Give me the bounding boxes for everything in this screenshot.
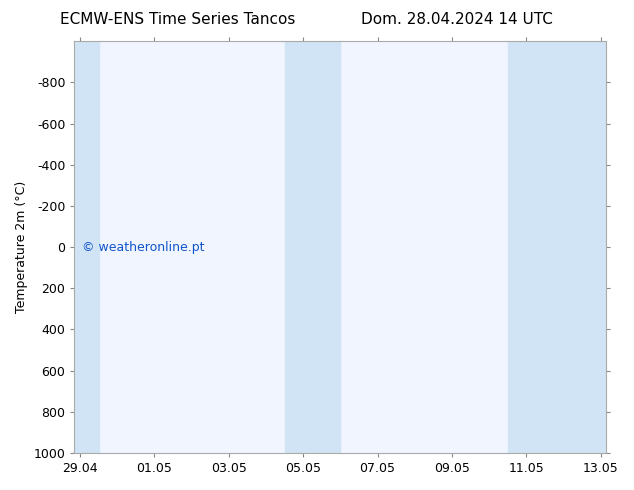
Text: ECMW-ENS Time Series Tancos: ECMW-ENS Time Series Tancos [60,12,295,27]
Y-axis label: Temperature 2m (°C): Temperature 2m (°C) [15,181,28,313]
Text: © weatheronline.pt: © weatheronline.pt [82,241,205,254]
Bar [285,41,340,453]
Bar [74,41,99,453]
Bar [508,41,606,453]
Text: Dom. 28.04.2024 14 UTC: Dom. 28.04.2024 14 UTC [361,12,552,27]
